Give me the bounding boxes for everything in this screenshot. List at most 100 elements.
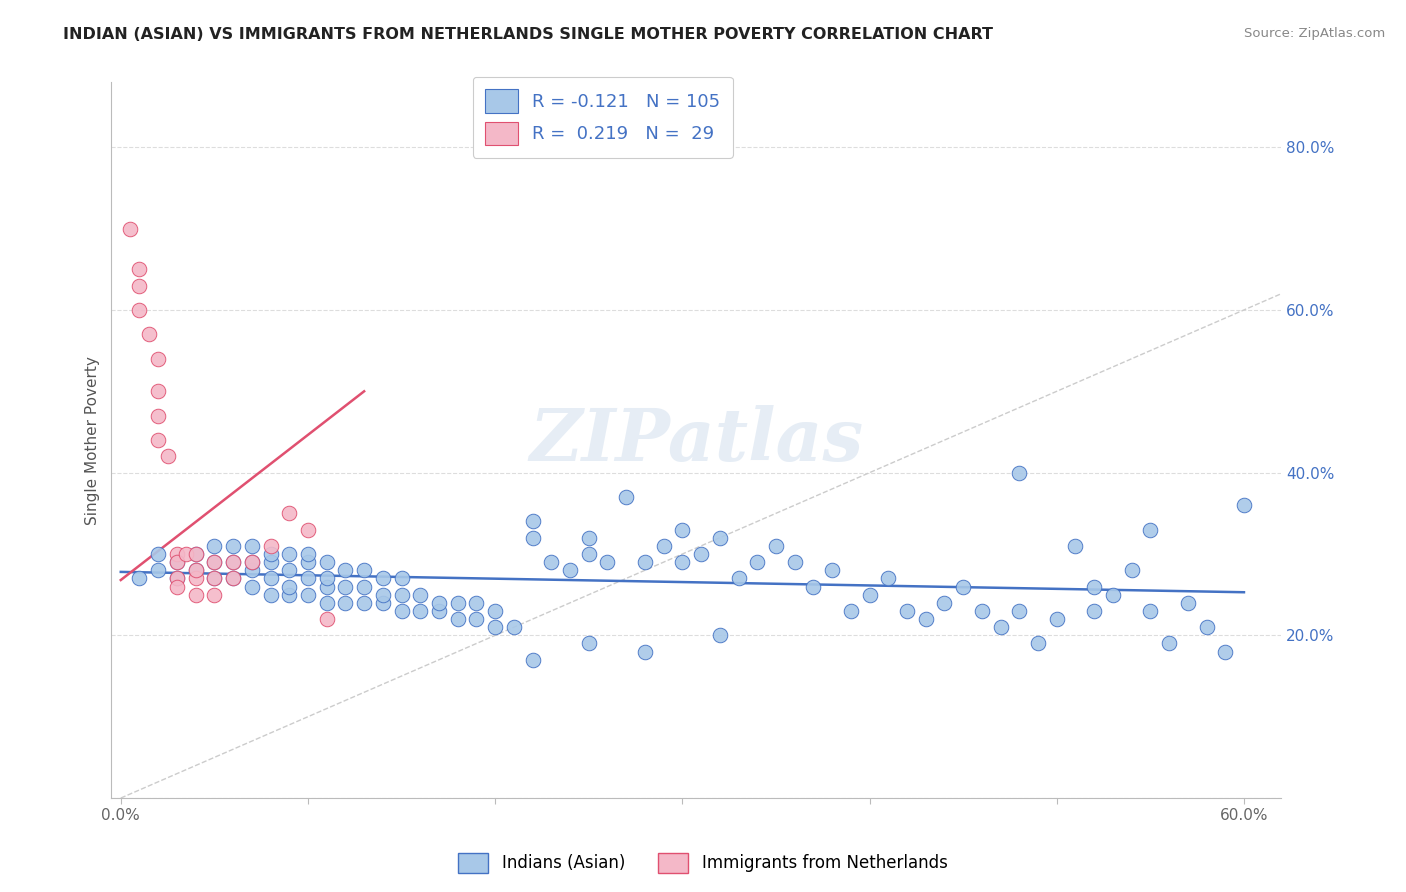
- Point: [371, 571, 394, 585]
- Point: [1195, 620, 1218, 634]
- Point: [278, 563, 301, 577]
- Point: [427, 604, 450, 618]
- Point: [202, 555, 225, 569]
- Point: [297, 547, 319, 561]
- Point: [240, 580, 263, 594]
- Point: [858, 588, 880, 602]
- Point: [148, 563, 170, 577]
- Point: [184, 571, 207, 585]
- Point: [1121, 563, 1143, 577]
- Point: [166, 571, 188, 585]
- Point: [128, 262, 150, 277]
- Point: [202, 588, 225, 602]
- Point: [148, 409, 170, 423]
- Point: [222, 571, 245, 585]
- Point: [184, 547, 207, 561]
- Point: [315, 612, 337, 626]
- Point: [1083, 604, 1105, 618]
- Point: [1233, 498, 1256, 512]
- Point: [391, 571, 413, 585]
- Text: Source: ZipAtlas.com: Source: ZipAtlas.com: [1244, 27, 1385, 40]
- Point: [783, 555, 806, 569]
- Point: [166, 547, 188, 561]
- Point: [1008, 604, 1031, 618]
- Point: [578, 636, 600, 650]
- Point: [896, 604, 918, 618]
- Point: [148, 547, 170, 561]
- Point: [391, 588, 413, 602]
- Point: [765, 539, 787, 553]
- Point: [839, 604, 862, 618]
- Point: [522, 515, 544, 529]
- Point: [409, 588, 432, 602]
- Point: [240, 555, 263, 569]
- Point: [259, 547, 281, 561]
- Point: [120, 221, 142, 235]
- Point: [240, 539, 263, 553]
- Point: [484, 620, 506, 634]
- Point: [1083, 580, 1105, 594]
- Point: [558, 563, 581, 577]
- Point: [353, 596, 375, 610]
- Point: [1177, 596, 1199, 610]
- Point: [315, 580, 337, 594]
- Point: [222, 539, 245, 553]
- Point: [353, 580, 375, 594]
- Point: [391, 604, 413, 618]
- Point: [202, 571, 225, 585]
- Point: [166, 580, 188, 594]
- Point: [1213, 645, 1236, 659]
- Point: [671, 523, 693, 537]
- Point: [709, 628, 731, 642]
- Point: [1139, 523, 1161, 537]
- Point: [578, 547, 600, 561]
- Point: [727, 571, 749, 585]
- Point: [502, 620, 524, 634]
- Point: [202, 571, 225, 585]
- Point: [259, 588, 281, 602]
- Point: [156, 450, 179, 464]
- Point: [128, 278, 150, 293]
- Point: [990, 620, 1012, 634]
- Point: [353, 563, 375, 577]
- Point: [128, 571, 150, 585]
- Point: [821, 563, 844, 577]
- Point: [578, 531, 600, 545]
- Point: [278, 547, 301, 561]
- Legend: Indians (Asian), Immigrants from Netherlands: Indians (Asian), Immigrants from Netherl…: [451, 847, 955, 880]
- Point: [128, 302, 150, 317]
- Point: [634, 555, 657, 569]
- Point: [1026, 636, 1049, 650]
- Text: ZIPatlas: ZIPatlas: [529, 405, 863, 475]
- Point: [371, 588, 394, 602]
- Point: [259, 555, 281, 569]
- Text: INDIAN (ASIAN) VS IMMIGRANTS FROM NETHERLANDS SINGLE MOTHER POVERTY CORRELATION : INDIAN (ASIAN) VS IMMIGRANTS FROM NETHER…: [63, 27, 993, 42]
- Point: [174, 547, 197, 561]
- Point: [278, 580, 301, 594]
- Point: [427, 596, 450, 610]
- Point: [934, 596, 956, 610]
- Point: [166, 555, 188, 569]
- Point: [259, 571, 281, 585]
- Point: [614, 490, 637, 504]
- Point: [148, 384, 170, 399]
- Point: [522, 531, 544, 545]
- Point: [222, 571, 245, 585]
- Point: [184, 547, 207, 561]
- Point: [166, 571, 188, 585]
- Point: [184, 588, 207, 602]
- Point: [202, 555, 225, 569]
- Point: [409, 604, 432, 618]
- Point: [970, 604, 993, 618]
- Point: [184, 563, 207, 577]
- Point: [1139, 604, 1161, 618]
- Point: [297, 523, 319, 537]
- Point: [184, 563, 207, 577]
- Point: [315, 555, 337, 569]
- Legend: R = -0.121   N = 105, R =  0.219   N =  29: R = -0.121 N = 105, R = 0.219 N = 29: [472, 77, 733, 158]
- Point: [1064, 539, 1087, 553]
- Point: [222, 555, 245, 569]
- Point: [447, 596, 470, 610]
- Point: [596, 555, 619, 569]
- Point: [522, 653, 544, 667]
